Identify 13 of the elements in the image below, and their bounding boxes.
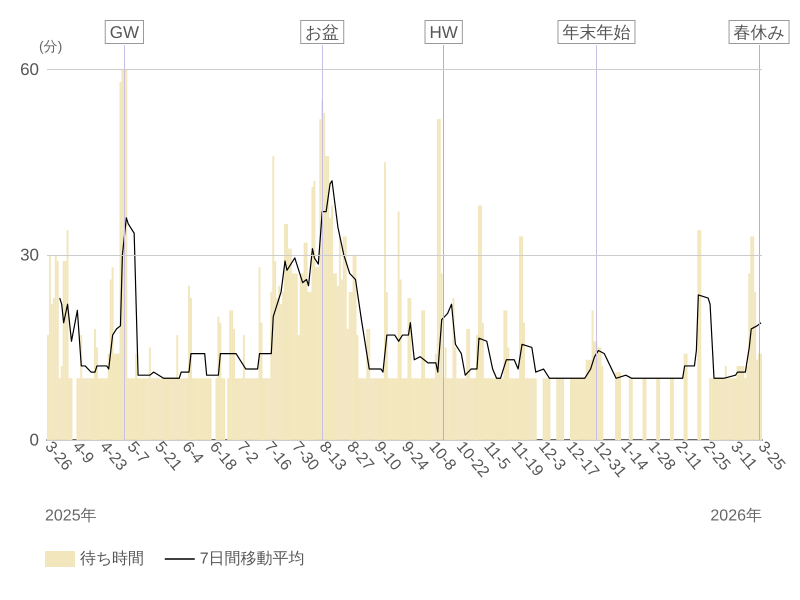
- legend-label: 7日間移動平均: [200, 550, 305, 568]
- ref-line-label: GW: [110, 23, 140, 42]
- ref-line-label: 年末年始: [562, 23, 630, 42]
- y-axis-title: (分): [39, 38, 62, 54]
- text: 2026年: [710, 508, 762, 524]
- ref-line-label: HW: [430, 23, 458, 42]
- y-tick-label: 30: [20, 245, 39, 264]
- text: 2025年: [45, 508, 97, 524]
- y-tick-label: 60: [20, 60, 39, 80]
- ref-line-label: 春休み: [734, 23, 785, 42]
- y-tick-label: 0: [30, 430, 39, 450]
- ref-line-label: お盆: [305, 23, 340, 42]
- legend-label: 待ち時間: [80, 550, 144, 568]
